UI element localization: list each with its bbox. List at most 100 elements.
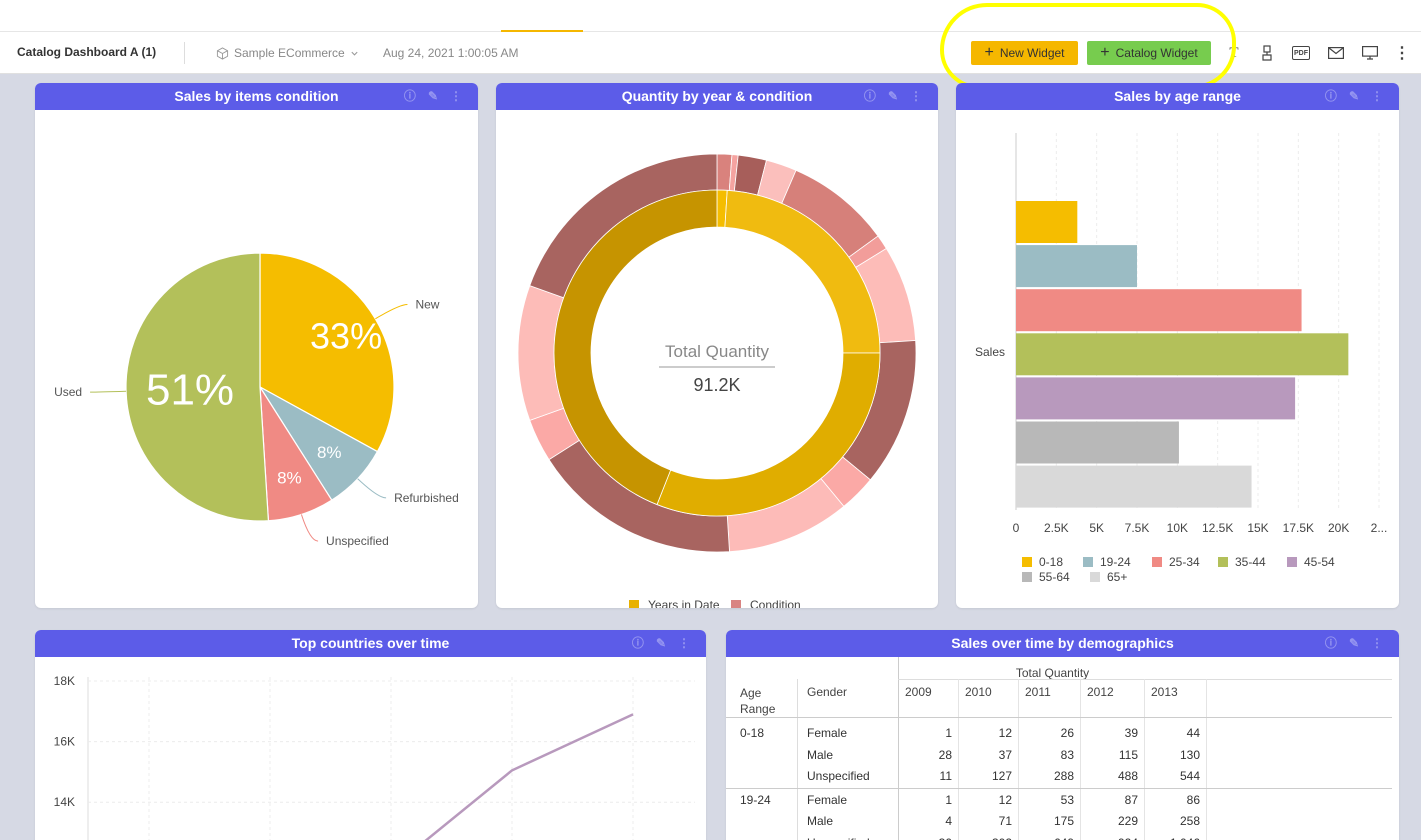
y-tick-label: 18K [54,674,75,688]
value-cell: 83 [1060,747,1074,762]
menu-icon[interactable]: ⋮ [678,636,690,650]
dashboard-toolbar: Catalog Dashboard A (1) Sample ECommerce… [0,32,1421,74]
bar-55-64[interactable] [1016,421,1179,464]
widget-actions: ⓘ ✎ ⋮ [632,630,690,657]
pie-value-label: 8% [277,468,302,487]
plus-icon: + [1100,44,1110,61]
age-range-header: Age Range [740,685,775,717]
legend-swatch-condition [731,600,741,608]
cube-icon [216,46,229,60]
legend-label: 35-44 [1235,555,1266,569]
info-icon[interactable]: ⓘ [863,89,876,103]
widget-actions: ⓘ ✎ ⋮ [864,83,922,110]
monitor-shape [1362,46,1378,60]
last-updated-timestamp: Aug 24, 2021 1:00:05 AM [383,46,519,60]
value-cell: 30 [898,836,952,840]
header-bottom-rule [726,717,1392,718]
widget-header: Sales over time by demographics ⓘ ✎ ⋮ [726,630,1399,657]
more-glyph: ⋮ [1394,45,1410,62]
pie-category-label: New [415,298,439,312]
bar-legend: 0-18 19-24 25-34 35-44 45-54 55-64 65+ [1022,555,1335,584]
menu-icon[interactable]: ⋮ [1371,636,1383,650]
info-icon[interactable]: ⓘ [631,636,644,650]
value-cell: 488 [1117,769,1138,783]
legend-label: 19-24 [1100,555,1131,569]
gender-cell: Unspecified [807,836,870,840]
year-header: 2013 [1151,685,1178,699]
catalog-widget-button[interactable]: + Catalog Widget [1087,41,1211,65]
age-header-line1: Age [740,686,762,700]
bar-19-24[interactable] [1016,245,1137,288]
datasource-selector[interactable]: Sample ECommerce [216,46,359,60]
legend-swatch [1022,572,1032,582]
legend-swatch [1152,557,1162,567]
menu-icon[interactable]: ⋮ [450,89,462,103]
value-cell: 39 [1124,726,1138,740]
column-divider [1080,679,1081,840]
x-tick-label: 2... [1371,521,1388,535]
legend-label: 0-18 [1039,555,1063,569]
bar-65+[interactable] [1016,465,1252,508]
widget-actions: ⓘ ✎ ⋮ [1325,630,1383,657]
datasource-label: Sample ECommerce [234,46,345,60]
value-cell: 12 [998,726,1012,740]
pie-callout-line [375,304,408,320]
column-divider [1018,679,1019,840]
info-icon[interactable]: ⓘ [1324,636,1337,650]
edit-icon[interactable]: ✎ [1348,636,1359,650]
bar-25-34[interactable] [1016,289,1302,332]
value-cell: 4 [945,814,952,828]
paint-brush-icon[interactable] [1258,44,1276,62]
line-series [424,713,634,840]
info-icon[interactable]: ⓘ [403,89,416,103]
widget-header: Sales by age range ⓘ ✎ ⋮ [956,83,1399,110]
pie-slice-used[interactable] [125,252,270,522]
legend-swatch [1022,557,1032,567]
edit-icon[interactable]: ✎ [887,89,898,103]
pie-slice-new[interactable] [259,252,395,453]
email-icon[interactable] [1327,44,1345,62]
widget-quantity-by-year: Quantity by year & condition ⓘ ✎ ⋮ Total Q… [496,83,938,608]
value-cell: 1 [945,726,952,740]
menu-icon[interactable]: ⋮ [1371,89,1383,103]
value-cell: 649 [1018,836,1074,840]
pie-callout-line [300,514,319,542]
new-widget-button[interactable]: + New Widget [971,41,1078,65]
line-y-ticks: 18K 16K 14K [54,674,75,809]
column-divider [1206,679,1207,840]
info-icon[interactable]: ⓘ [1324,89,1337,103]
value-cell: 288 [1053,769,1074,783]
bar-45-54[interactable] [1016,377,1296,420]
value-cell: 26 [1060,726,1074,740]
widget-header: Sales by items condition ⓘ ✎ ⋮ [35,83,478,110]
bar-0-18[interactable] [1016,201,1078,243]
edit-icon[interactable]: ✎ [1348,89,1359,103]
value-cell: 302 [958,836,1012,840]
pdf-export-icon[interactable]: PDF [1291,44,1311,62]
active-tab-indicator [501,30,583,32]
inner-ring-segment[interactable] [553,189,718,506]
fullscreen-display-icon[interactable] [1361,44,1379,62]
value-cell: 11 [939,769,952,783]
edit-icon[interactable]: ✎ [427,89,438,103]
widget-title: Sales over time by demographics [951,635,1174,651]
year-header: 2009 [905,685,932,699]
gender-cell: Male [807,814,834,828]
bar-x-ticks: 0 2.5K 5K 7.5K 10K 12.5K 15K 17.5K 20K 2... [1013,521,1388,535]
widget-demographics: Sales over time by demographics ⓘ ✎ ⋮ Tota… [726,630,1399,840]
donut-center-value: 91.2K [693,375,740,395]
text-icon-glyph: T [1229,44,1239,61]
gender-cell: Unspecified [807,769,870,783]
value-cell: 1 [945,792,952,807]
menu-icon[interactable]: ⋮ [910,89,922,103]
bar-35-44[interactable] [1016,333,1349,376]
text-widget-icon[interactable]: T [1225,44,1243,62]
widget-title: Sales by age range [1114,88,1241,104]
pie-value-label: 51% [146,366,234,415]
gender-header: Gender [807,685,848,699]
measure-header: Total Quantity [1015,666,1090,680]
widget-actions: ⓘ ✎ ⋮ [1325,83,1383,110]
more-options-icon[interactable]: ⋮ [1394,44,1410,62]
edit-icon[interactable]: ✎ [655,636,666,650]
line-chart: 18K 16K 14K [54,674,695,840]
